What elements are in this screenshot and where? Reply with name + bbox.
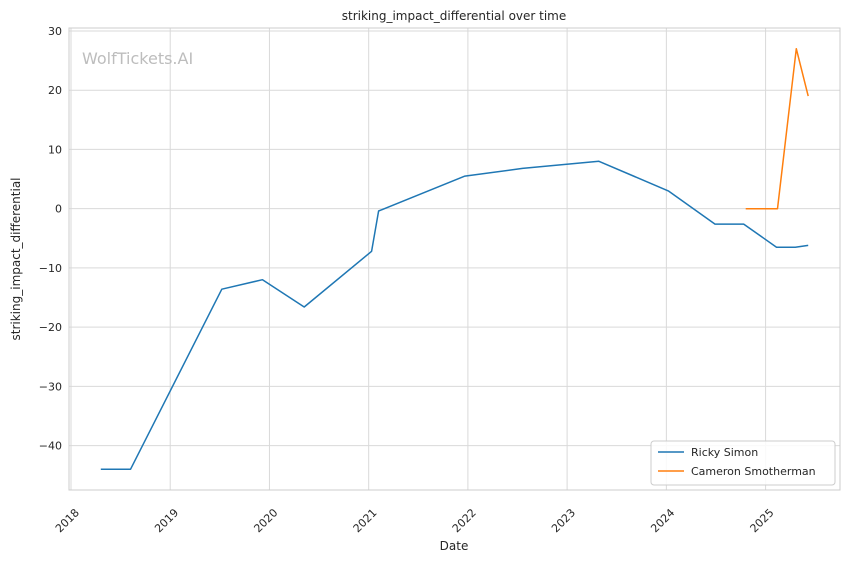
y-axis-ticks: −40 −30 −20 −10 0 10 20 30 [39,25,62,453]
x-tick-label: 2024 [648,506,677,535]
y-tick-label: 20 [48,84,62,97]
x-tick-label: 2021 [351,506,380,535]
y-tick-label: 0 [55,203,62,216]
legend-label: Ricky Simon [691,446,758,459]
legend-label: Cameron Smotherman [691,465,816,478]
x-axis-label: Date [440,539,469,553]
series-lines [100,47,809,471]
legend-box [650,440,836,486]
x-axis-ticks: 2018 2019 2020 2021 2022 2023 2024 2025 [53,506,777,535]
x-tick-label: 2022 [450,506,479,535]
grid [69,28,840,490]
y-tick-label: −40 [39,440,62,453]
y-tick-label: −20 [39,321,62,334]
y-tick-label: 10 [48,143,62,156]
y-tick-label: 30 [48,25,62,38]
watermark: WolfTickets.AI [82,49,193,68]
series-line-0 [100,160,809,471]
plot-area [68,27,841,491]
y-tick-label: −30 [39,380,62,393]
series-line-1 [745,47,809,210]
x-tick-label: 2019 [152,506,181,535]
x-tick-label: 2020 [251,506,280,535]
x-tick-label: 2018 [53,506,82,535]
x-tick-label: 2023 [549,506,578,535]
x-tick-label: 2025 [748,506,777,535]
chart-title: striking_impact_differential over time [342,9,567,23]
legend: Ricky Simon Cameron Smotherman [650,440,836,486]
y-axis-label: striking_impact_differential [9,177,23,340]
y-tick-label: −10 [39,262,62,275]
